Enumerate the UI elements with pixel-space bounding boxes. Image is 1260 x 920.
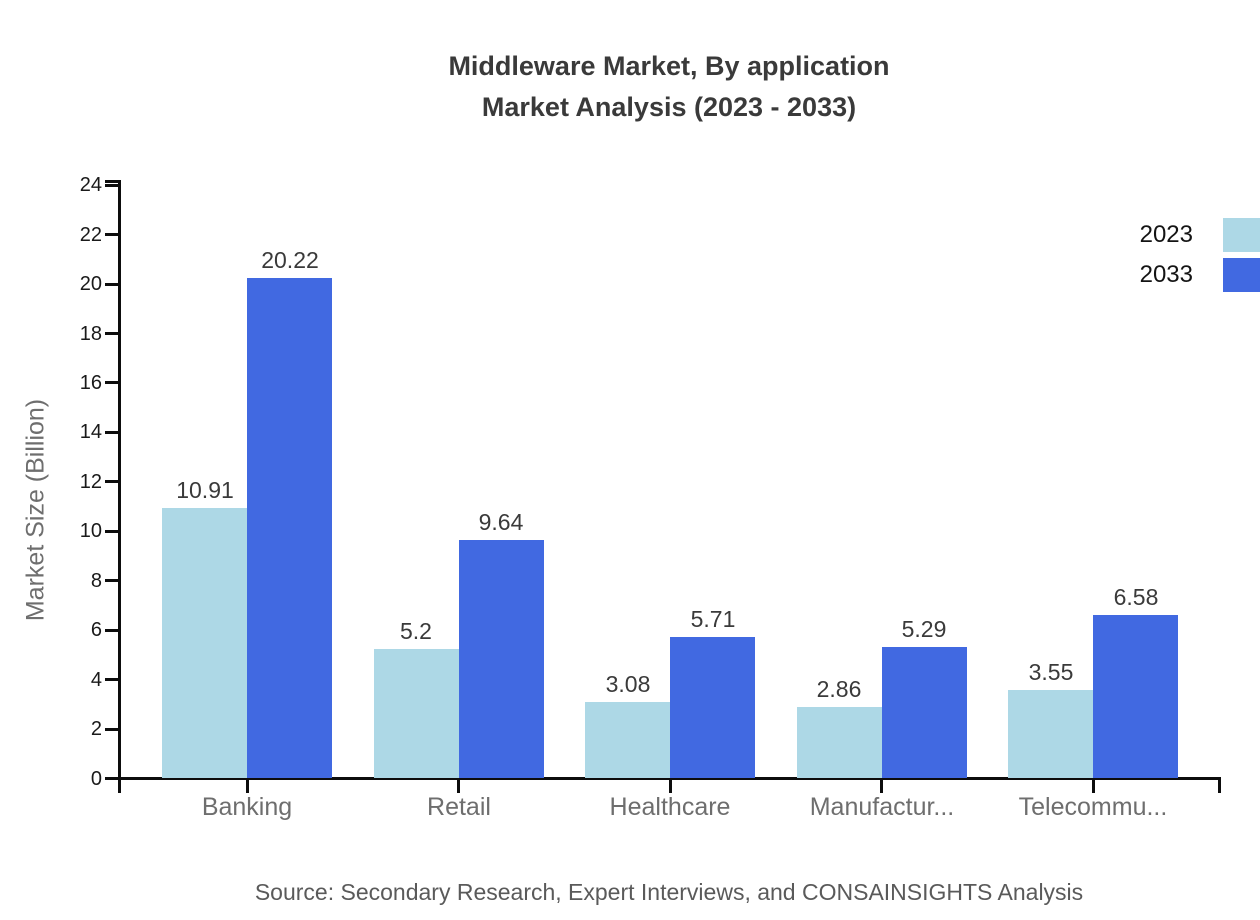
y-tick: [105, 283, 119, 286]
legend-item-2033[interactable]: 2033: [1140, 258, 1260, 292]
bar-2023-telecommu: [1008, 690, 1093, 778]
y-tick-label: 20: [79, 273, 102, 295]
bar-value-label: 2.86: [816, 676, 862, 702]
y-tick-label: 4: [90, 669, 102, 691]
bar-2033-banking: [247, 278, 332, 778]
y-tick: [105, 184, 119, 187]
y-tick: [105, 332, 119, 335]
x-axis-label: Healthcare: [609, 793, 731, 821]
bar-2033-manufactur: [882, 647, 967, 778]
legend: 2023 2033: [1140, 218, 1260, 292]
y-tick-label: 14: [79, 421, 102, 443]
legend-swatch: [1223, 258, 1260, 292]
x-axis-label: Retail: [427, 793, 491, 821]
x-axis-label: Manufactur...: [809, 793, 955, 821]
bar-2023-banking: [162, 508, 247, 778]
bar-value-label: 5.2: [400, 618, 432, 644]
bar-value-label: 6.58: [1113, 584, 1159, 610]
bar-2033-healthcare: [670, 637, 755, 778]
y-tick: [105, 678, 119, 681]
x-axis-end-tick: [1218, 780, 1221, 793]
y-tick-label: 18: [79, 323, 102, 345]
y-tick: [105, 629, 119, 632]
legend-item-2023[interactable]: 2023: [1140, 218, 1260, 252]
legend-swatch: [1223, 218, 1260, 252]
x-tick: [669, 780, 672, 793]
x-axis-label: Banking: [201, 793, 293, 821]
x-axis-label: Telecommu...: [1018, 793, 1168, 821]
y-tick: [105, 381, 119, 384]
chart-title-line-1: Middleware Market, By application: [448, 51, 890, 81]
y-tick-label: 16: [79, 372, 102, 394]
y-tick-label: 24: [79, 174, 102, 196]
y-tick: [105, 777, 119, 780]
y-tick: [105, 728, 119, 731]
bar-value-label: 10.91: [176, 477, 234, 503]
y-tick-label: 12: [79, 471, 102, 493]
y-tick-label: 22: [79, 224, 102, 246]
y-tick-label: 6: [90, 619, 102, 641]
bar-value-label: 5.29: [901, 616, 947, 642]
y-tick: [105, 530, 119, 533]
bar-value-label: 3.08: [605, 671, 651, 697]
y-tick: [105, 233, 119, 236]
bar-value-label: 20.22: [261, 247, 319, 273]
legend-label: 2033: [1139, 261, 1193, 288]
x-tick: [880, 780, 883, 793]
y-tick-label: 10: [79, 520, 102, 542]
x-tick: [246, 780, 249, 793]
bar-2023-manufactur: [797, 707, 882, 778]
chart-title-line-2: Market Analysis (2023 - 2033): [481, 92, 857, 122]
x-axis-line: [118, 777, 1221, 780]
y-tick-label: 2: [90, 718, 102, 740]
bar-value-label: 9.64: [478, 509, 524, 535]
bar-value-label: 5.71: [690, 606, 736, 632]
source-caption: Source: Secondary Research, Expert Inter…: [254, 879, 1084, 905]
y-axis-line: [118, 180, 121, 793]
legend-label: 2023: [1139, 221, 1193, 248]
bar-2033-retail: [459, 540, 544, 778]
bar-2033-telecommu: [1093, 615, 1178, 778]
bar-2023-healthcare: [585, 702, 670, 778]
y-tick: [105, 480, 119, 483]
y-axis-cap-tick: [105, 180, 119, 183]
bar-value-label: 3.55: [1028, 659, 1074, 685]
y-tick: [105, 579, 119, 582]
y-tick: [105, 431, 119, 434]
y-tick-label: 8: [90, 570, 102, 592]
chart-title: Middleware Market, By application Market…: [78, 46, 1260, 128]
x-tick: [1092, 780, 1095, 793]
y-tick-label: 0: [90, 768, 102, 790]
x-tick: [457, 780, 460, 793]
bar-2023-retail: [374, 649, 459, 778]
